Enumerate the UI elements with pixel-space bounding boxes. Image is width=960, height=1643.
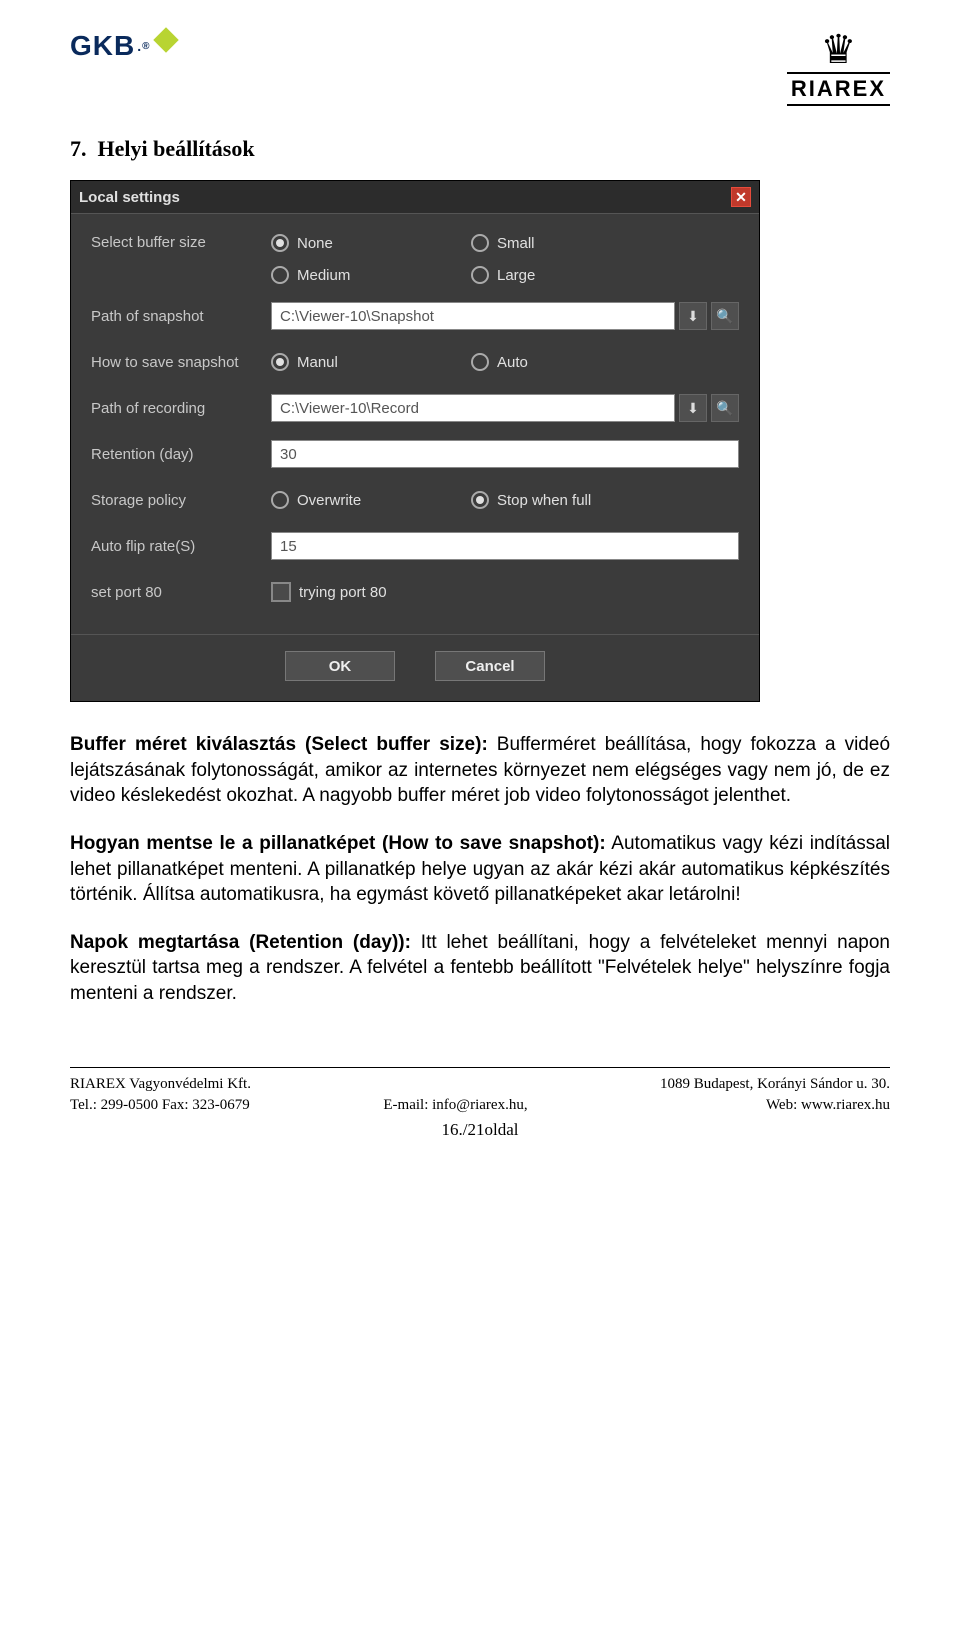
radio-icon <box>271 491 289 509</box>
footer-web: Web: www.riarex.hu <box>660 1095 890 1116</box>
storage-option-overwrite[interactable]: Overwrite <box>271 491 471 509</box>
radio-icon <box>271 234 289 252</box>
riarex-logo: ♛ RIAREX <box>787 30 890 106</box>
save-snapshot-label: How to save snapshot <box>91 354 271 371</box>
flip-rate-input[interactable] <box>271 532 739 560</box>
paragraph-retention: Napok megtartása (Retention (day)): Itt … <box>70 930 890 1007</box>
radio-icon <box>471 353 489 371</box>
radio-icon <box>271 266 289 284</box>
radio-icon <box>471 491 489 509</box>
riarex-logo-text: RIAREX <box>787 72 890 106</box>
section-number: 7. <box>70 136 87 161</box>
snapshot-path-label: Path of snapshot <box>91 308 271 325</box>
retention-input[interactable] <box>271 440 739 468</box>
recording-path-label: Path of recording <box>91 400 271 417</box>
section-title-text: Helyi beállítások <box>98 136 255 161</box>
storage-option-stop[interactable]: Stop when full <box>471 491 671 509</box>
flip-rate-label: Auto flip rate(S) <box>91 538 271 555</box>
port80-checkbox-option[interactable]: trying port 80 <box>271 582 387 602</box>
section-title: 7. Helyi beállítások <box>70 136 890 162</box>
footer-right: 1089 Budapest, Korányi Sándor u. 30. Web… <box>660 1074 890 1116</box>
footer-company: RIAREX Vagyonvédelmi Kft. <box>70 1074 251 1095</box>
para-lead: Hogyan mentse le a pillanatképet (How to… <box>70 833 606 854</box>
buffer-size-label: Select buffer size <box>91 234 271 251</box>
buffer-size-row: Select buffer size None Small Medium Lar… <box>91 234 739 284</box>
storage-policy-options: Overwrite Stop when full <box>271 491 671 509</box>
save-snapshot-row: How to save snapshot Manul Auto <box>91 348 739 376</box>
dialog-titlebar: Local settings ✕ <box>71 181 759 214</box>
dialog-buttons: OK Cancel <box>71 634 759 701</box>
option-label: Auto <box>497 354 528 371</box>
flip-rate-row: Auto flip rate(S) <box>91 532 739 560</box>
close-icon[interactable]: ✕ <box>731 187 751 207</box>
para-lead: Napok megtartása (Retention (day)): <box>70 932 411 953</box>
dialog-body: Select buffer size None Small Medium Lar… <box>71 214 759 634</box>
radio-icon <box>471 266 489 284</box>
ok-button[interactable]: OK <box>285 651 395 681</box>
save-option-manual[interactable]: Manul <box>271 353 471 371</box>
option-label: Large <box>497 267 535 284</box>
port80-checkbox-label: trying port 80 <box>299 584 387 601</box>
para-lead: Buffer méret kiválasztás (Select buffer … <box>70 734 488 755</box>
gkb-logo-text: GKB <box>70 30 135 62</box>
local-settings-dialog: Local settings ✕ Select buffer size None… <box>70 180 760 702</box>
snapshot-path-input[interactable] <box>271 302 675 330</box>
crown-icon: ♛ <box>787 30 890 70</box>
port80-row: set port 80 trying port 80 <box>91 578 739 606</box>
footer-email: E-mail: info@riarex.hu, <box>383 1095 527 1116</box>
radio-icon <box>271 353 289 371</box>
footer-address: 1089 Budapest, Korányi Sándor u. 30. <box>660 1074 890 1095</box>
paragraph-snapshot: Hogyan mentse le a pillanatképet (How to… <box>70 831 890 908</box>
buffer-option-small[interactable]: Small <box>471 234 671 252</box>
save-snapshot-options: Manul Auto <box>271 353 671 371</box>
cancel-button[interactable]: Cancel <box>435 651 545 681</box>
save-option-auto[interactable]: Auto <box>471 353 671 371</box>
search-icon[interactable]: 🔍 <box>711 394 739 422</box>
buffer-option-medium[interactable]: Medium <box>271 266 471 284</box>
dialog-title: Local settings <box>79 189 180 206</box>
download-icon[interactable]: ⬇ <box>679 394 707 422</box>
option-label: Overwrite <box>297 492 361 509</box>
page-header: GKB.® ♛ RIAREX <box>70 30 890 106</box>
storage-policy-row: Storage policy Overwrite Stop when full <box>91 486 739 514</box>
search-icon[interactable]: 🔍 <box>711 302 739 330</box>
option-label: None <box>297 235 333 252</box>
footer-rule <box>70 1067 890 1068</box>
buffer-option-none[interactable]: None <box>271 234 471 252</box>
snapshot-path-row: Path of snapshot ⬇ 🔍 <box>91 302 739 330</box>
retention-row: Retention (day) <box>91 440 739 468</box>
page-footer: RIAREX Vagyonvédelmi Kft. Tel.: 299-0500… <box>70 1074 890 1116</box>
option-label: Stop when full <box>497 492 591 509</box>
retention-label: Retention (day) <box>91 446 271 463</box>
option-label: Small <box>497 235 535 252</box>
diamond-icon <box>153 27 178 52</box>
footer-phone: Tel.: 299-0500 Fax: 323-0679 <box>70 1095 251 1116</box>
buffer-option-large[interactable]: Large <box>471 266 671 284</box>
footer-mid: E-mail: info@riarex.hu, <box>383 1074 527 1116</box>
recording-path-input[interactable] <box>271 394 675 422</box>
download-icon[interactable]: ⬇ <box>679 302 707 330</box>
storage-policy-label: Storage policy <box>91 492 271 509</box>
recording-path-row: Path of recording ⬇ 🔍 <box>91 394 739 422</box>
buffer-size-options: None Small Medium Large <box>271 234 671 284</box>
port80-label: set port 80 <box>91 584 271 601</box>
option-label: Manul <box>297 354 338 371</box>
option-label: Medium <box>297 267 350 284</box>
footer-left: RIAREX Vagyonvédelmi Kft. Tel.: 299-0500… <box>70 1074 251 1116</box>
page-number: 16./21oldal <box>70 1120 890 1140</box>
paragraph-buffer: Buffer méret kiválasztás (Select buffer … <box>70 732 890 809</box>
gkb-logo: GKB.® <box>70 30 175 62</box>
radio-icon <box>471 234 489 252</box>
checkbox-icon <box>271 582 291 602</box>
